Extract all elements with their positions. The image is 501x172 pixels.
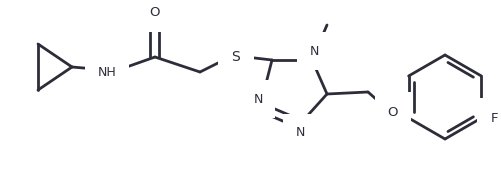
Text: N: N <box>253 93 262 105</box>
Text: F: F <box>489 111 497 125</box>
Text: N: N <box>295 126 304 139</box>
Text: NH: NH <box>97 66 116 78</box>
Text: O: O <box>387 105 397 119</box>
Text: S: S <box>231 50 240 64</box>
Text: N: N <box>309 45 318 57</box>
Text: O: O <box>149 6 160 19</box>
